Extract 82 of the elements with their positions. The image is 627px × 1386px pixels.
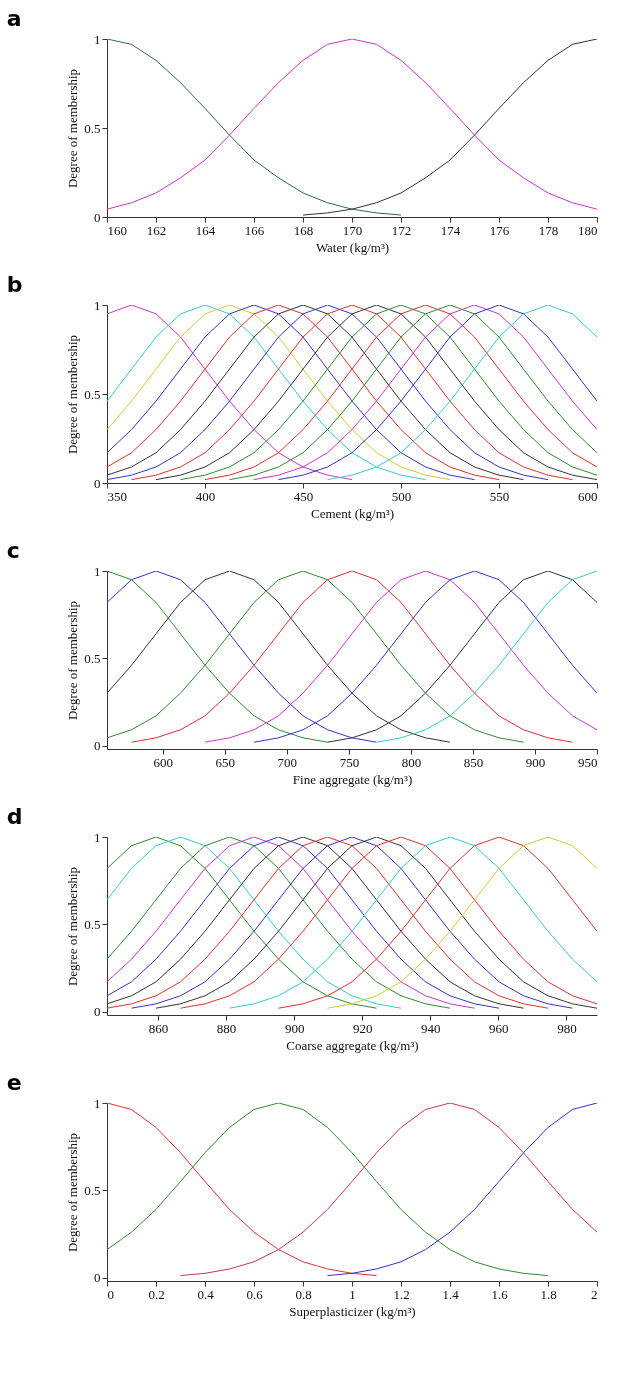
y-tick-label: 0.5 bbox=[84, 916, 101, 932]
x-tick-label: 1.6 bbox=[491, 1286, 509, 1302]
x-tick-label: 0 bbox=[107, 1286, 114, 1302]
x-axis-title: Cement (kg/m³) bbox=[311, 505, 394, 521]
x-tick-label: 2 bbox=[591, 1286, 598, 1302]
x-tick-label: 176 bbox=[489, 222, 510, 238]
line-series bbox=[180, 1103, 597, 1277]
x-tick-label: 1.4 bbox=[442, 1286, 460, 1302]
x-tick-label: 850 bbox=[463, 754, 484, 770]
x-tick-label: 880 bbox=[216, 1020, 237, 1036]
x-tick-label: 980 bbox=[557, 1020, 577, 1036]
x-tick-label: 950 bbox=[578, 754, 598, 770]
chart-title: d bbox=[6, 804, 23, 829]
x-tick-label: 164 bbox=[195, 222, 216, 238]
x-tick-label: 350 bbox=[107, 488, 127, 504]
x-tick-label: 650 bbox=[215, 754, 236, 770]
y-axis-title: Degree of membership bbox=[65, 600, 81, 721]
x-tick-label: 1 bbox=[349, 1286, 356, 1302]
x-tick-label: 174 bbox=[440, 222, 461, 238]
y-tick-label: 0 bbox=[94, 738, 101, 754]
x-tick-label: 900 bbox=[284, 1020, 305, 1036]
x-tick-label: 500 bbox=[391, 488, 412, 504]
y-tick-label: 0 bbox=[94, 209, 101, 225]
x-tick-label: 400 bbox=[195, 488, 216, 504]
x-tick-label: 172 bbox=[391, 222, 412, 238]
y-tick-label: 0.5 bbox=[84, 386, 101, 402]
line-series bbox=[327, 1103, 597, 1277]
y-axis-title: Degree of membership bbox=[65, 68, 81, 189]
x-tick-label: 450 bbox=[293, 488, 314, 504]
chart-title: a bbox=[6, 6, 22, 31]
line-series bbox=[131, 571, 573, 743]
x-tick-label: 166 bbox=[244, 222, 265, 238]
line-series bbox=[327, 837, 597, 1009]
x-axis-title: Superplasticizer (kg/m³) bbox=[289, 1303, 416, 1319]
chart-title: e bbox=[6, 1070, 22, 1095]
x-tick-label: 900 bbox=[525, 754, 546, 770]
chart-title: b bbox=[6, 272, 23, 297]
y-tick-label: 1 bbox=[94, 1095, 101, 1111]
x-axis-title: Fine aggregate (kg/m³) bbox=[292, 771, 413, 787]
x-tick-label: 600 bbox=[153, 754, 174, 770]
x-tick-label: 0.8 bbox=[295, 1286, 312, 1302]
y-tick-label: 0.5 bbox=[84, 1182, 101, 1198]
x-tick-label: 178 bbox=[538, 222, 559, 238]
line-series bbox=[107, 39, 597, 210]
y-tick-label: 0 bbox=[94, 1004, 101, 1020]
y-tick-label: 1 bbox=[94, 563, 101, 579]
y-tick-label: 1 bbox=[94, 297, 101, 313]
x-tick-label: 550 bbox=[489, 488, 510, 504]
x-tick-label: 0.2 bbox=[148, 1286, 165, 1302]
line-series bbox=[107, 1103, 377, 1277]
x-tick-label: 180 bbox=[578, 222, 598, 238]
x-tick-label: 0.4 bbox=[197, 1286, 215, 1302]
y-axis-title: Degree of membership bbox=[65, 1132, 81, 1253]
y-tick-label: 0.5 bbox=[84, 650, 101, 666]
x-axis-title: Water (kg/m³) bbox=[315, 239, 390, 255]
x-tick-label: 0.6 bbox=[246, 1286, 264, 1302]
x-tick-label: 160 bbox=[107, 222, 127, 238]
y-tick-label: 0.5 bbox=[84, 120, 101, 136]
y-axis-title: Degree of membership bbox=[65, 334, 81, 455]
y-tick-label: 0 bbox=[94, 475, 101, 491]
x-tick-label: 800 bbox=[401, 754, 422, 770]
x-tick-label: 920 bbox=[352, 1020, 373, 1036]
x-tick-label: 162 bbox=[146, 222, 167, 238]
y-axis-title: Degree of membership bbox=[65, 866, 81, 987]
chart-title: c bbox=[6, 538, 20, 563]
y-tick-label: 0 bbox=[94, 1270, 101, 1286]
y-tick-label: 1 bbox=[94, 31, 101, 47]
line-series bbox=[376, 571, 597, 743]
y-tick-label: 1 bbox=[94, 829, 101, 845]
x-tick-label: 860 bbox=[148, 1020, 169, 1036]
x-tick-label: 960 bbox=[489, 1020, 509, 1036]
x-tick-label: 940 bbox=[421, 1020, 441, 1036]
x-tick-label: 700 bbox=[277, 754, 298, 770]
line-series bbox=[107, 1103, 549, 1277]
x-axis-title: Coarse aggregate (kg/m³) bbox=[286, 1037, 419, 1053]
line-series bbox=[107, 571, 524, 743]
x-tick-label: 170 bbox=[342, 222, 363, 238]
x-tick-label: 750 bbox=[339, 754, 360, 770]
x-tick-label: 600 bbox=[578, 488, 598, 504]
x-tick-label: 168 bbox=[293, 222, 314, 238]
x-tick-label: 1.8 bbox=[540, 1286, 557, 1302]
x-tick-label: 1.2 bbox=[393, 1286, 410, 1302]
